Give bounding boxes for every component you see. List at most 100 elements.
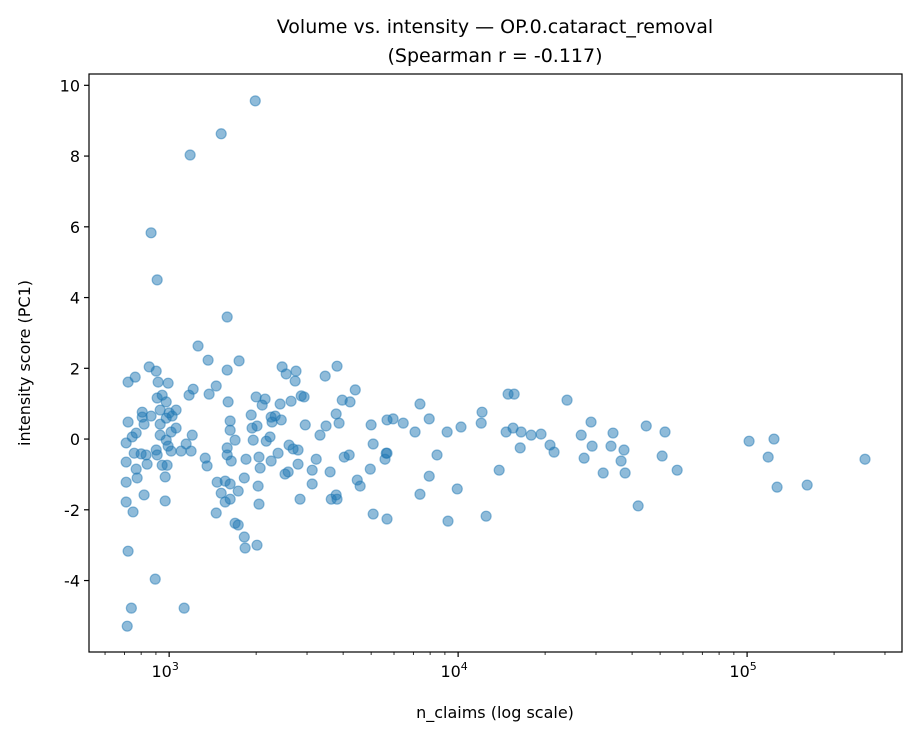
data-point [364, 463, 376, 475]
data-point [140, 449, 152, 461]
data-point [632, 500, 644, 512]
data-point [221, 311, 233, 323]
data-point [120, 496, 132, 508]
data-point [279, 468, 291, 480]
data-point [515, 426, 527, 438]
data-point [122, 416, 134, 428]
data-point [414, 488, 426, 500]
data-point [320, 420, 332, 432]
data-point [455, 421, 467, 433]
data-point [224, 424, 236, 436]
data-point [221, 364, 233, 376]
data-point [480, 510, 492, 522]
data-point [254, 462, 266, 474]
y-tick-label: 6 [70, 218, 80, 237]
data-point [122, 545, 134, 557]
x-tick-base: 10 [151, 662, 171, 681]
data-point [306, 478, 318, 490]
data-point [285, 395, 297, 407]
data-point [149, 573, 161, 585]
data-point [233, 355, 245, 367]
data-point [120, 476, 132, 488]
data-point [387, 413, 399, 425]
data-point [229, 434, 241, 446]
data-point [306, 464, 318, 476]
x-tick-exponent: 4 [461, 660, 468, 673]
data-point [743, 435, 755, 447]
data-point [165, 445, 177, 457]
data-point [292, 444, 304, 456]
data-point [120, 456, 132, 468]
data-point [476, 406, 488, 418]
data-point [324, 466, 336, 478]
data-point [561, 394, 573, 406]
data-point [597, 467, 609, 479]
data-point [618, 444, 630, 456]
data-point [127, 506, 139, 518]
data-point [202, 354, 214, 366]
data-point [186, 429, 198, 441]
y-tick-label: 0 [70, 430, 80, 449]
data-point [224, 493, 236, 505]
data-point [161, 459, 173, 471]
data-point [185, 445, 197, 457]
data-point [253, 498, 265, 510]
data-point [203, 388, 215, 400]
y-tick-label: 8 [70, 147, 80, 166]
data-point [575, 429, 587, 441]
data-point [423, 470, 435, 482]
data-point [344, 396, 356, 408]
data-point [671, 464, 683, 476]
data-point [232, 519, 244, 531]
data-point [129, 371, 141, 383]
y-tick-label: -2 [64, 501, 80, 520]
data-point [160, 396, 172, 408]
data-point [331, 360, 343, 372]
data-point [232, 485, 244, 497]
data-point [431, 449, 443, 461]
data-point [414, 398, 426, 410]
data-point [211, 476, 223, 488]
data-point [138, 489, 150, 501]
data-point [224, 478, 236, 490]
y-tick-label: 4 [70, 289, 80, 308]
data-point [605, 440, 617, 452]
data-point [151, 449, 163, 461]
x-axis-label: n_claims (log scale) [416, 703, 574, 723]
data-point [349, 384, 361, 396]
data-point [310, 453, 322, 465]
y-tick-label: 10 [60, 76, 80, 95]
data-point [525, 429, 537, 441]
data-point [330, 408, 342, 420]
chart-title: Volume vs. intensity — OP.0.cataract_rem… [277, 16, 713, 38]
data-point [290, 365, 302, 377]
data-point [354, 480, 366, 492]
x-tick-base: 10 [729, 662, 749, 681]
data-point [640, 420, 652, 432]
data-point [319, 370, 331, 382]
data-point [246, 422, 258, 434]
data-point [586, 440, 598, 452]
data-point [131, 472, 143, 484]
data-point [338, 451, 350, 463]
data-point [256, 399, 268, 411]
data-point [514, 442, 526, 454]
data-point [859, 453, 871, 465]
data-point [656, 450, 668, 462]
data-point [239, 542, 251, 554]
data-point [508, 388, 520, 400]
data-point [548, 446, 560, 458]
data-point [280, 368, 292, 380]
data-point [141, 458, 153, 470]
data-point [210, 380, 222, 392]
data-point [199, 452, 211, 464]
data-point [265, 455, 277, 467]
data-point [159, 471, 171, 483]
data-point [275, 414, 287, 426]
x-tick-label: 104 [440, 660, 467, 681]
data-point [295, 390, 307, 402]
data-point [314, 429, 326, 441]
x-tick-label: 103 [151, 660, 178, 681]
data-point [145, 410, 157, 422]
